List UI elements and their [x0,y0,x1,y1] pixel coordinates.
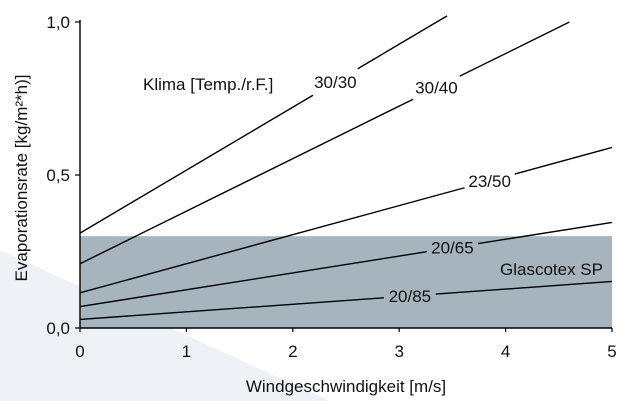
y-tick-label: 0,5 [46,166,70,185]
x-tick-label: 3 [394,342,403,361]
series-line-20-85-end [435,280,613,295]
x-axis-title: Windgeschwindigkeit [m/s] [246,377,446,396]
series-line-30-40 [79,98,414,265]
axis-ticks: 0 1 2 3 4 5 0,0 0,5 1,0 [46,13,616,361]
series-label-20-85: 20/85 [389,287,432,306]
x-tick-label: 5 [607,342,616,361]
y-tick-label: 1,0 [46,13,70,32]
series-label-30-30: 30/30 [314,73,357,92]
legend-title: Klima [Temp./r.F.] [143,75,273,94]
series-line-20-85 [79,297,384,321]
series-line-30-30-end [357,15,448,70]
series-line-23-50 [79,187,465,294]
series-line-30-40-end [459,21,570,77]
series-lines: 30/30 30/40 23/50 20/65 20/85 [79,15,613,321]
series-label-30-40: 30/40 [415,79,458,98]
series-label-20-65: 20/65 [431,239,474,258]
band-label: Glascotex SP [500,260,603,279]
x-tick-label: 2 [288,342,297,361]
series-line-20-65-end [477,221,613,245]
x-tick-label: 0 [75,342,84,361]
y-axis-title: Evaporationsrate [kg/m²*h)] [12,75,31,282]
x-tick-label: 4 [501,342,510,361]
series-label-23-50: 23/50 [468,172,511,191]
x-tick-label: 1 [182,342,191,361]
y-tick-label: 0,0 [46,319,70,338]
series-line-23-50-end [514,146,613,175]
series-line-30-30 [79,94,314,234]
series-line-20-65 [79,251,427,308]
